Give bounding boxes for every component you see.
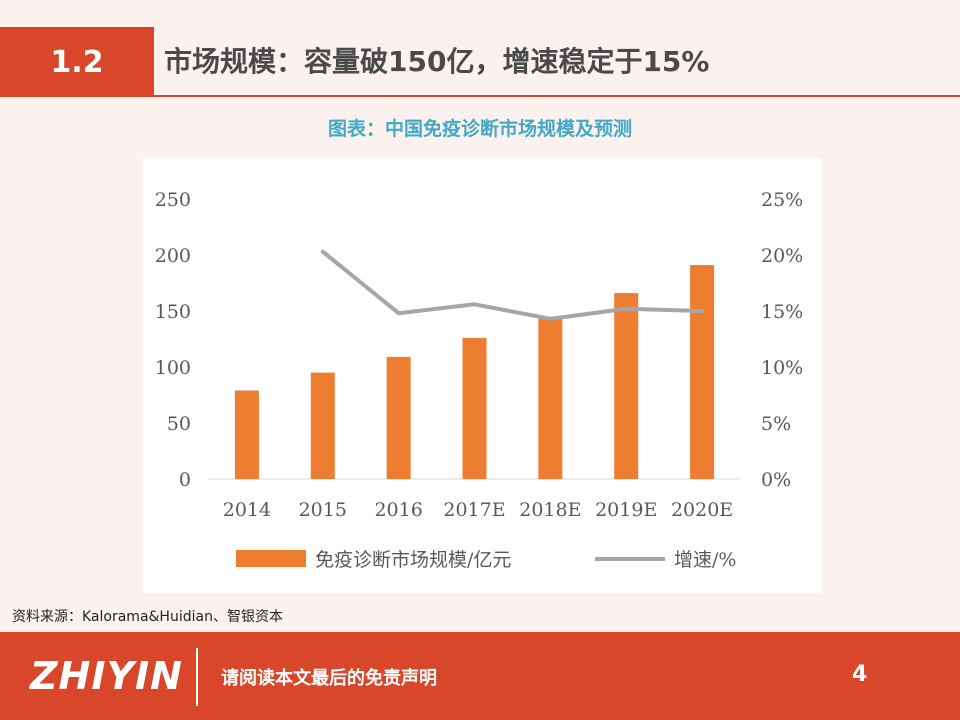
section-title: 市场规模：容量破150亿，增速稳定于15% (164, 45, 710, 78)
y-left-tick-label: 200 (155, 245, 191, 267)
y-left-tick-label: 150 (155, 301, 191, 323)
y-left-tick-label: 250 (155, 189, 191, 211)
legend-label-bar: 免疫诊断市场规模/亿元 (315, 549, 511, 571)
title-divider (154, 95, 960, 97)
footer-divider (196, 648, 198, 706)
zhiyin-logo: ZHIYIN (30, 654, 183, 698)
bar (462, 337, 487, 479)
chart-title: 图表：中国免疫诊断市场规模及预测 (327, 118, 632, 140)
page-number: 4 (852, 662, 868, 687)
y-right-tick-label: 10% (761, 357, 803, 379)
x-tick-label: 2018E (519, 499, 581, 521)
bar (310, 372, 335, 479)
y-right-tick-label: 20% (761, 245, 803, 267)
chart-panel: 0 50 100 150 200 250 0% 5% 10% 15% 20% 25% 2014 2015 2… (143, 157, 821, 593)
disclaimer-text: 请阅读本文最后的免责声明 (221, 668, 437, 689)
x-tick-label: 2014 (223, 499, 271, 521)
bar (614, 293, 639, 479)
bar (234, 390, 259, 479)
footer: ZHIYIN 请阅读本文最后的免责声明 4 (0, 632, 960, 720)
bar (386, 356, 411, 479)
x-tick-label: 2015 (299, 499, 347, 521)
growth-line (320, 249, 705, 321)
legend-label-line: 增速/% (674, 549, 736, 571)
x-tick-label: 2016 (374, 499, 422, 521)
legend-swatch-bar (236, 550, 306, 567)
y-left-tick-label: 50 (167, 413, 191, 435)
y-right-tick-label: 5% (761, 413, 791, 435)
section-number: 1.2 (0, 27, 154, 97)
y-left-tick-label: 100 (155, 357, 191, 379)
x-tick-label: 2020E (671, 499, 733, 521)
x-tick-label: 2019E (595, 499, 657, 521)
y-right-tick-label: 15% (761, 301, 803, 323)
x-tick-label: 2017E (443, 499, 505, 521)
chart: 0 50 100 150 200 250 0% 5% 10% 15% 20% 25% 2014 2015 2… (155, 189, 804, 571)
y-right-tick-label: 0% (761, 469, 791, 491)
bar (538, 316, 563, 479)
y-right-tick-label: 25% (761, 189, 803, 211)
header-bar (0, 27, 960, 97)
y-left-tick-label: 0 (179, 469, 191, 491)
bar (690, 265, 715, 479)
source-note: 资料来源：Kalorama&Huidian、智银资本 (12, 609, 283, 625)
